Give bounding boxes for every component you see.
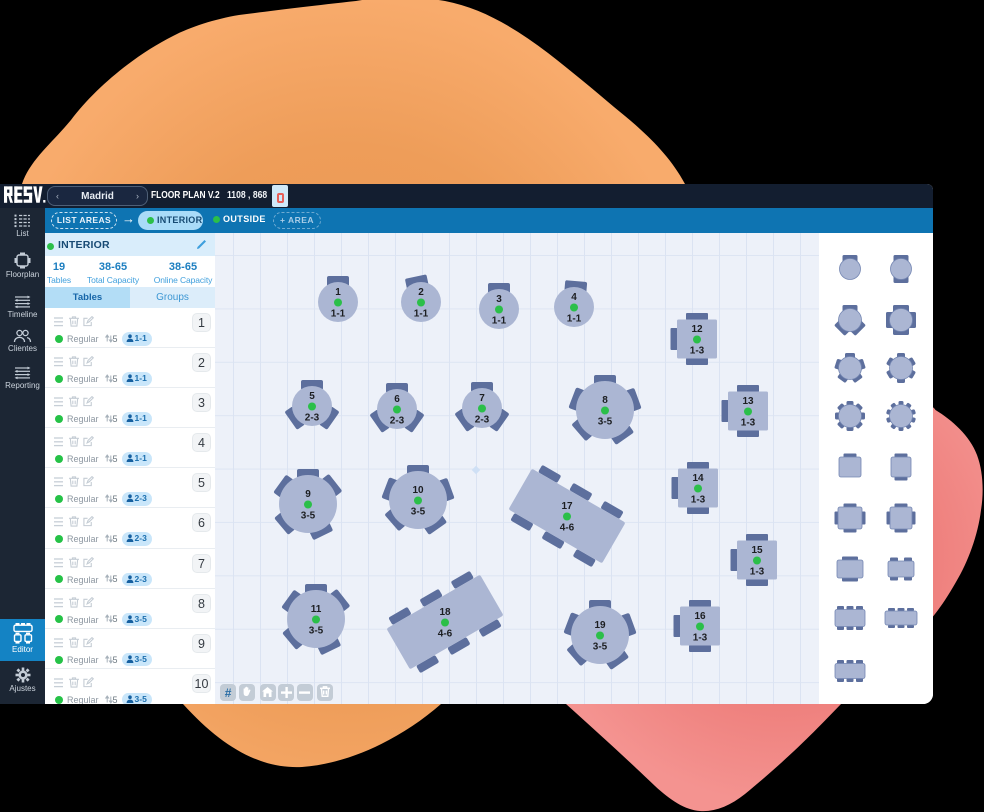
svg-text:3-5: 3-5 <box>309 626 324 637</box>
svg-text:7: 7 <box>479 393 485 404</box>
svg-text:6: 6 <box>394 394 400 405</box>
svg-text:2-3: 2-3 <box>475 415 490 426</box>
svg-text:1-3: 1-3 <box>750 567 765 578</box>
svg-text:5: 5 <box>309 391 315 402</box>
svg-text:19: 19 <box>594 620 606 631</box>
svg-text:12: 12 <box>691 324 703 335</box>
svg-text:1-1: 1-1 <box>492 316 507 327</box>
svg-text:8: 8 <box>602 395 608 406</box>
svg-text:4: 4 <box>571 292 577 303</box>
svg-text:3: 3 <box>496 294 502 305</box>
svg-text:FLOOR PLAN V.2: FLOOR PLAN V.2 <box>151 189 220 200</box>
svg-text:18: 18 <box>439 607 451 618</box>
svg-text:15: 15 <box>751 545 763 556</box>
svg-text:3-5: 3-5 <box>301 511 316 522</box>
svg-text:2-3: 2-3 <box>390 416 405 427</box>
svg-text:1108 , 868: 1108 , 868 <box>227 189 268 201</box>
svg-text:14: 14 <box>692 473 704 484</box>
svg-text:11: 11 <box>311 604 322 615</box>
svg-text:1-3: 1-3 <box>691 495 706 506</box>
svg-text:9: 9 <box>305 489 311 500</box>
svg-text:16: 16 <box>694 611 706 622</box>
svg-text:2-3: 2-3 <box>305 413 320 424</box>
svg-text:4-6: 4-6 <box>560 523 575 534</box>
svg-text:1-3: 1-3 <box>690 346 705 357</box>
svg-text:1-1: 1-1 <box>567 314 582 325</box>
svg-text:1-3: 1-3 <box>693 633 708 644</box>
svg-text:3-5: 3-5 <box>593 642 608 653</box>
svg-text:1-1: 1-1 <box>414 309 429 320</box>
svg-text:3-5: 3-5 <box>411 507 426 518</box>
svg-text:17: 17 <box>561 501 573 512</box>
svg-text:1-3: 1-3 <box>741 418 756 429</box>
svg-text:3-5: 3-5 <box>598 417 613 428</box>
svg-text:1-1: 1-1 <box>331 309 346 320</box>
svg-text:2: 2 <box>418 287 424 298</box>
svg-text:4-6: 4-6 <box>438 629 453 640</box>
svg-text:13: 13 <box>742 396 754 407</box>
svg-text:10: 10 <box>412 485 424 496</box>
svg-text:1: 1 <box>335 287 341 298</box>
